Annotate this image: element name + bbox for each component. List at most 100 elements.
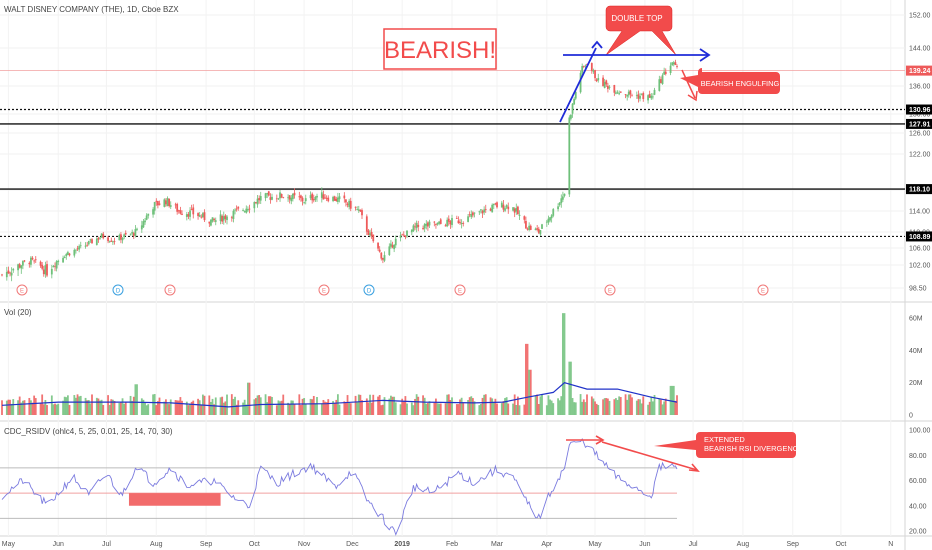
volume-tick-label: 60M [909,316,923,323]
candle-body [348,200,351,207]
candle-body [198,215,201,217]
volume-bar [168,404,171,415]
volume-bar [279,401,281,415]
volume-bar [381,404,384,415]
volume-bar [158,397,161,415]
volume-bar [489,397,492,415]
candle-body [446,219,449,227]
volume-bar [494,398,497,415]
volume-bar [213,404,216,415]
candle-body [134,229,137,236]
volume-bar [671,385,674,415]
candle-body [635,95,638,96]
volume-bar [255,398,257,415]
volume-bar [615,398,617,415]
volume-bar [336,394,339,415]
candle-body [21,261,24,266]
candle-body [597,78,600,81]
candle-body [7,270,10,274]
volume-bar [348,402,351,415]
candle-body [277,198,280,200]
volume-bar [63,396,66,415]
bearish-arrow [681,69,696,99]
candle-body [541,224,543,229]
candle-body [110,240,113,242]
candle-body [95,238,98,245]
volume-bar [377,396,379,415]
volume-bar [459,399,461,415]
candle-body [563,193,566,196]
candle-body [303,202,306,204]
volume-bar [581,401,584,415]
candle-body [651,96,654,98]
trend-drawings [559,40,711,473]
rsi-tick-label: 60.00 [909,478,927,485]
volume-bar [287,402,289,415]
volume-bar [449,400,452,415]
volume-bar [428,401,431,415]
volume-bar [539,396,542,415]
volume-bar [616,399,619,415]
volume-bar [246,382,249,415]
volume-bar [155,405,158,415]
volume-bar [523,404,526,415]
volume-bar [332,401,334,415]
candle-body [12,269,15,271]
candle-body [629,90,632,95]
candle-body [496,202,498,208]
volume-bar [471,398,474,415]
candle-body [557,206,559,210]
volume-bar [20,402,23,415]
candle-body [190,209,193,210]
candle-body [200,216,203,218]
volume-bar [140,398,143,415]
volume-bar [190,401,193,415]
volume-bar [253,399,256,415]
candle-body [547,218,550,223]
candle-body [573,98,576,105]
volume-bar [462,403,465,415]
candle-body [28,262,31,265]
candle-body [226,216,228,221]
candle-body [242,210,244,211]
candle-body [664,71,667,75]
event-marker-earnings [757,284,769,296]
volume-bar [123,403,126,415]
volume-bar [597,405,600,415]
volume-bar [179,397,182,415]
uptrend-arrowhead [591,40,603,49]
volume-bar [107,395,109,415]
volume-bar [504,398,506,415]
volume-bar [380,405,383,415]
candle-body [425,223,428,226]
candle-body [439,219,442,224]
bearish-engulfing-callout: BEARISH ENGULFING [680,68,780,94]
candle-body [388,246,391,255]
candle-body [320,192,323,198]
volume-bar [603,398,606,415]
volume-bar [483,394,486,415]
time-tick-label: N [888,541,893,548]
rsi-shaded-region [128,493,221,506]
candle-body [515,207,518,212]
candle-body [174,204,177,206]
volume-bar [65,397,68,415]
volume-bar [613,399,616,415]
candle-body [343,195,346,199]
candle-body [208,221,211,224]
candle-body [221,215,224,222]
candle-body [97,237,100,240]
volume-bar [484,394,487,415]
volume-bar [75,397,77,415]
volume-bar [579,394,582,415]
candle-body [640,94,643,96]
volume-bar [97,398,100,415]
volume-bar [410,402,413,415]
volume-tick-label: 20M [909,380,923,387]
volume-bar [455,404,458,415]
volume-bar [153,394,156,415]
candle-body [118,235,121,241]
candle-body [156,201,159,206]
candle-body [335,198,338,202]
